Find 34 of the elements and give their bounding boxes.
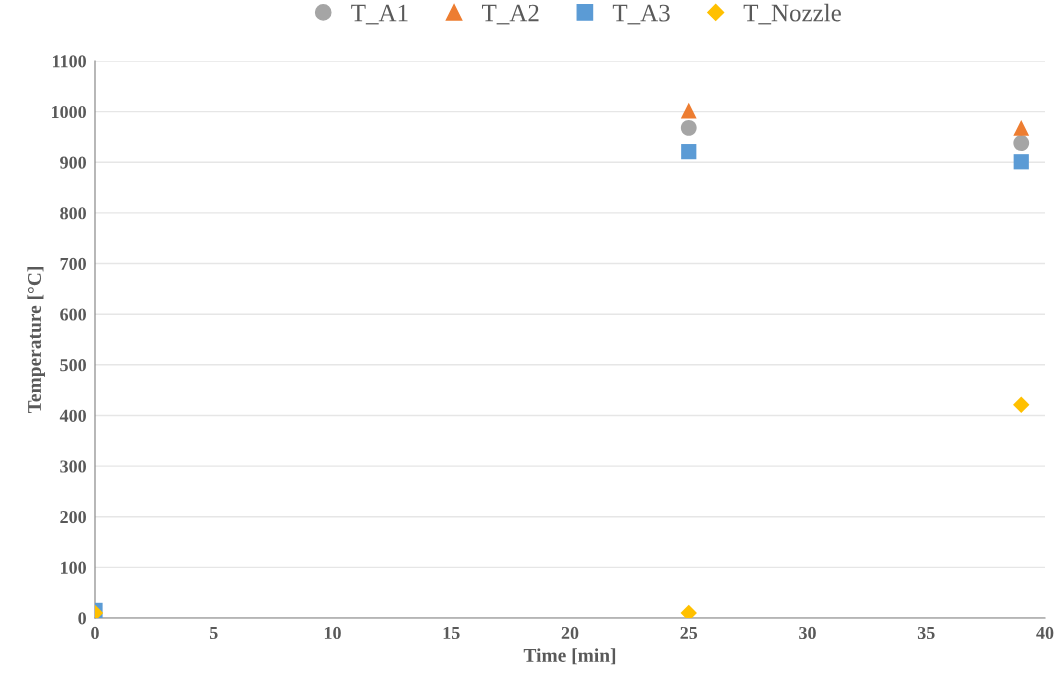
x-tick-label: 30 — [799, 626, 816, 640]
point — [1013, 135, 1030, 151]
x-tick-label: 20 — [561, 626, 579, 640]
x-tick-label: 10 — [324, 626, 341, 640]
point — [680, 102, 697, 119]
x-tick-label: 25 — [680, 626, 698, 640]
x-tick-label: 35 — [917, 626, 935, 640]
x-tick-label: 5 — [209, 627, 218, 640]
point — [680, 119, 697, 136]
point — [1013, 119, 1030, 136]
y-tick-label: 200 — [60, 510, 86, 524]
y-tick-label: 500 — [60, 359, 86, 372]
point — [1013, 154, 1029, 170]
legend-label: T_A3 — [612, 4, 670, 25]
y-tick-label: 300 — [60, 460, 86, 473]
legend-label: T_A1 — [351, 4, 408, 25]
legend-label: T_Nozzle — [743, 3, 841, 25]
y-tick-label: 100 — [61, 561, 86, 574]
y-tick-label: 700 — [60, 257, 86, 270]
point — [681, 144, 697, 160]
y-tick-label: 800 — [60, 207, 86, 220]
legend-label: T_A2 — [482, 4, 539, 25]
x-axis-title: Time [min] — [523, 648, 616, 665]
x-tick-label: 40 — [1036, 626, 1054, 640]
y-tick-label: 0 — [78, 612, 86, 625]
y-tick-label: 400 — [59, 409, 86, 422]
x-tick-label: 0 — [91, 626, 99, 640]
y-tick-label: 600 — [60, 308, 86, 321]
y-tick-label: 1000 — [52, 105, 86, 119]
y-tick-label: 1100 — [53, 55, 86, 68]
y-tick-label: 900 — [60, 156, 86, 169]
y-axis-title: Temperature [°C] — [27, 267, 45, 414]
point — [1013, 396, 1030, 414]
x-tick-label: 15 — [443, 626, 460, 640]
